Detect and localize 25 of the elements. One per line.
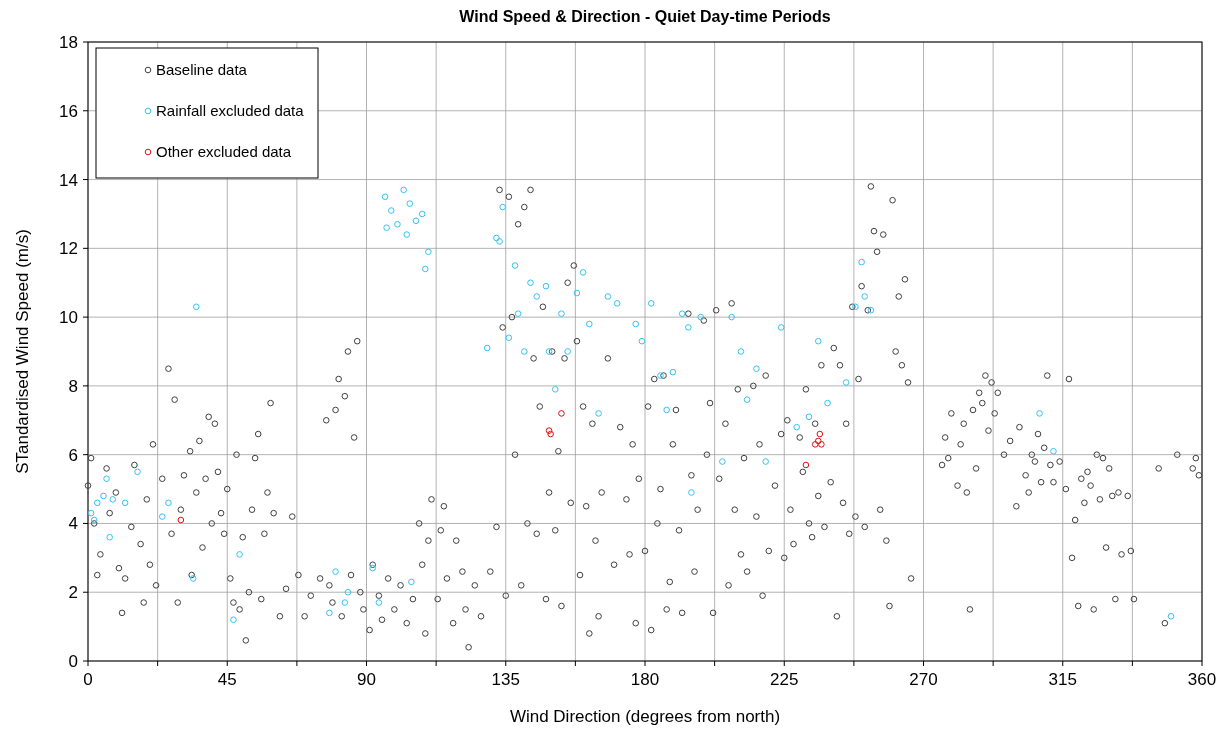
legend-label: Baseline data (156, 61, 248, 78)
legend-label: Rainfall excluded data (156, 102, 305, 119)
x-tick-label: 90 (357, 670, 376, 689)
y-tick-label: 16 (59, 101, 78, 121)
y-tick-label: 8 (68, 376, 78, 396)
legend-label: Other excluded data (156, 143, 292, 160)
x-axis-title: Wind Direction (degrees from north) (509, 707, 781, 726)
chart-title: Wind Speed & Direction - Quiet Day-time Periods (459, 8, 831, 25)
y-tick-label: 18 (59, 33, 78, 52)
x-tick-label: 315 (1048, 670, 1077, 689)
x-tick-label: 45 (217, 670, 237, 689)
y-tick-label: 2 (68, 583, 78, 603)
y-axis-title: STandardised Wind Speed (m/s) (13, 229, 32, 474)
y-tick-label: 12 (59, 239, 78, 259)
x-tick-label: 0 (83, 670, 93, 689)
y-tick-label: 4 (68, 514, 78, 534)
y-tick-label: 0 (68, 652, 78, 671)
x-tick-label: 360 (1187, 670, 1217, 689)
x-tick-label: 225 (770, 670, 799, 689)
x-tick-label: 180 (630, 670, 660, 689)
x-tick-label: 135 (491, 670, 520, 689)
x-tick-label: 270 (909, 670, 938, 689)
y-tick-label: 14 (59, 170, 78, 190)
y-tick-label: 10 (59, 308, 78, 328)
y-tick-label: 6 (68, 445, 78, 465)
